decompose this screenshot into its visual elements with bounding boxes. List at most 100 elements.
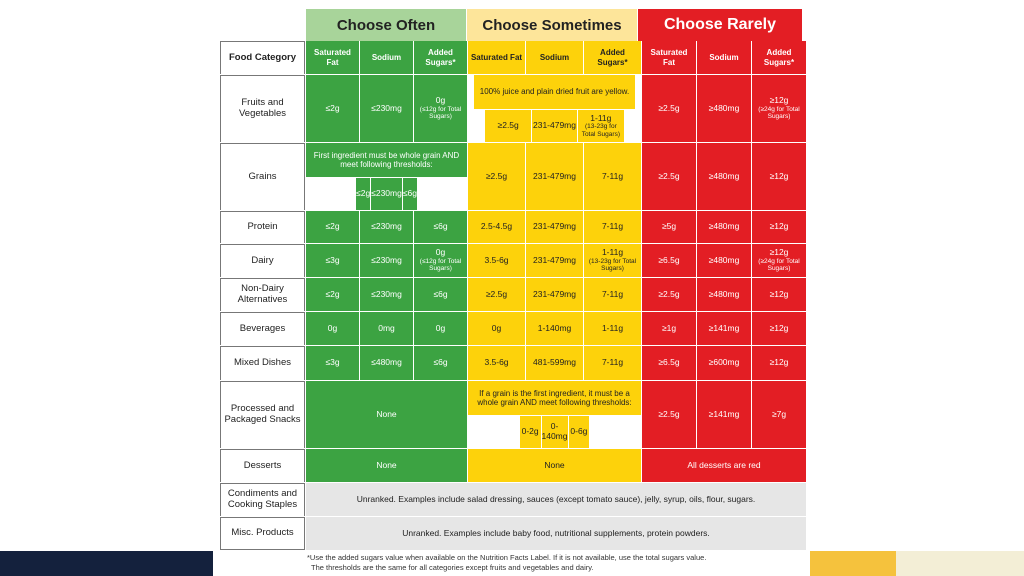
cell-mixed-often-sat-fat: ≤3g	[306, 346, 359, 380]
total-sugars-note: (≤12g for Total Sugars)	[419, 105, 462, 121]
cell-mixed-sometimes-sat-fat: 3.5-6g	[468, 346, 525, 380]
total-sugars-note: (≤12g for Total Sugars)	[419, 257, 462, 273]
decorative-bar-yellow	[810, 551, 896, 576]
cell-protein-sometimes-sodium: 231-479mg	[526, 211, 583, 243]
cell-fruits-often-sugars: 0g (≤12g for Total Sugars)	[414, 75, 467, 142]
cell-protein-rarely-sodium: ≥480mg	[697, 211, 751, 243]
cell-nondairy-often-sugars: ≤6g	[414, 278, 467, 311]
category-non-dairy-alternatives: Non-Dairy Alternatives	[220, 278, 305, 311]
value: 0g	[435, 247, 446, 258]
cell-beverages-sometimes-sat-fat: 0g	[468, 312, 525, 345]
cell-beverages-rarely-sodium: ≥141mg	[697, 312, 751, 345]
decorative-bar-navy	[0, 551, 213, 576]
header-sometimes-sat-fat: Saturated Fat	[468, 41, 525, 74]
cell-dairy-often-sugars: 0g (≤12g for Total Sugars)	[414, 244, 467, 277]
category-protein: Protein	[220, 211, 305, 243]
cell-dairy-often-sodium: ≤230mg	[360, 244, 413, 277]
total-sugars-note: (13-23g for Total Sugars)	[588, 257, 637, 273]
cell-desserts-often: None	[306, 449, 467, 482]
cell-protein-rarely-sugars: ≥12g	[752, 211, 806, 243]
value: 1-11g	[590, 112, 612, 123]
category-processed-snacks: Processed and Packaged Snacks	[220, 381, 305, 448]
cell-protein-rarely-sat-fat: ≥5g	[642, 211, 696, 243]
cell-grains-often-sugars: ≤6g	[402, 178, 417, 210]
cell-dairy-often-sat-fat: ≤3g	[306, 244, 359, 277]
cell-grains-often-sat-fat: ≤2g	[356, 178, 371, 210]
cell-beverages-sometimes-sugars: 1-11g	[584, 312, 641, 345]
cell-dairy-rarely-sodium: ≥480mg	[697, 244, 751, 277]
cell-fruits-sometimes-sugars: 1-11g (13-23g for Total Sugars)	[578, 110, 624, 142]
footnote: *Use the added sugars value when availab…	[307, 553, 807, 573]
category-condiments: Condiments and Cooking Staples	[220, 483, 305, 516]
cell-dairy-sometimes-sodium: 231-479mg	[526, 244, 583, 277]
header-rarely-sat-fat: Saturated Fat	[642, 41, 696, 74]
cell-dairy-rarely-sat-fat: ≥6.5g	[642, 244, 696, 277]
total-sugars-note: (13-23g for Total Sugars)	[581, 123, 620, 138]
cell-snacks-sometimes-sat-fat: 0-2g	[519, 416, 541, 448]
cell-beverages-sometimes-sodium: 1-140mg	[526, 312, 583, 345]
cell-nondairy-rarely-sugars: ≥12g	[752, 278, 806, 311]
cell-snacks-sometimes-sodium: 0-140mg	[541, 416, 568, 448]
cell-fruits-sometimes: 100% juice and plain dried fruit are yel…	[468, 75, 641, 142]
cell-grains-rarely-sugars: ≥12g	[752, 143, 806, 210]
header-food-category: Food Category	[220, 41, 305, 74]
cell-snacks-rarely-sugars: ≥7g	[752, 381, 806, 448]
cell-dairy-sometimes-sat-fat: 3.5-6g	[468, 244, 525, 277]
cell-grains-sometimes-sat-fat: ≥2.5g	[468, 143, 525, 210]
grains-often-note: First ingredient must be whole grain AND…	[306, 143, 467, 177]
total-sugars-note: (≥24g for Total Sugars)	[758, 105, 800, 121]
category-beverages: Beverages	[220, 312, 305, 345]
cell-beverages-often-sugars: 0g	[414, 312, 467, 345]
cell-protein-often-sat-fat: ≤2g	[306, 211, 359, 243]
total-sugars-note: (≥24g for Total Sugars)	[758, 257, 800, 273]
header-often-sat-fat: Saturated Fat	[306, 41, 359, 74]
snacks-sometimes-note: If a grain is the first ingredient, it m…	[468, 381, 641, 415]
cell-mixed-often-sugars: ≤6g	[414, 346, 467, 380]
cell-fruits-rarely-sat-fat: ≥2.5g	[642, 75, 696, 142]
footnote-line-2: The thresholds are the same for all cate…	[311, 563, 594, 573]
cell-fruits-rarely-sugars: ≥12g (≥24g for Total Sugars)	[752, 75, 806, 142]
cell-grains-rarely-sodium: ≥480mg	[697, 143, 751, 210]
header-often-sodium: Sodium	[360, 41, 413, 74]
cell-nondairy-sometimes-sodium: 231-479mg	[526, 278, 583, 311]
header-sometimes-sodium: Sodium	[526, 41, 583, 74]
cell-beverages-rarely-sat-fat: ≥1g	[642, 312, 696, 345]
cell-snacks-sometimes-sugars: 0-6g	[568, 416, 590, 448]
cell-protein-sometimes-sat-fat: 2.5-4.5g	[468, 211, 525, 243]
cell-fruits-sometimes-sat-fat: ≥2.5g	[485, 110, 531, 142]
decorative-bar-cream	[896, 551, 1024, 576]
cell-fruits-rarely-sodium: ≥480mg	[697, 75, 751, 142]
value: 0g	[435, 95, 446, 106]
value: ≥12g	[769, 95, 789, 106]
category-desserts: Desserts	[220, 449, 305, 482]
cell-mixed-sometimes-sugars: 7-11g	[584, 346, 641, 380]
cell-desserts-sometimes: None	[468, 449, 641, 482]
cell-nondairy-rarely-sat-fat: ≥2.5g	[642, 278, 696, 311]
cell-beverages-often-sodium: 0mg	[360, 312, 413, 345]
cell-misc-unranked: Unranked. Examples include baby food, nu…	[306, 517, 806, 550]
category-fruits-vegetables: Fruits and Vegetables	[220, 75, 305, 142]
cell-snacks-rarely-sodium: ≥141mg	[697, 381, 751, 448]
cell-dairy-rarely-sugars: ≥12g (≥24g for Total Sugars)	[752, 244, 806, 277]
value: 1-11g	[601, 247, 624, 258]
cell-fruits-often-sat-fat: ≤2g	[306, 75, 359, 142]
fruits-sometimes-note: 100% juice and plain dried fruit are yel…	[473, 75, 636, 109]
cell-beverages-often-sat-fat: 0g	[306, 312, 359, 345]
cell-grains-sometimes-sodium: 231-479mg	[526, 143, 583, 210]
cell-nondairy-often-sat-fat: ≤2g	[306, 278, 359, 311]
category-mixed-dishes: Mixed Dishes	[220, 346, 305, 380]
cell-grains-often-sodium: ≤230mg	[371, 178, 402, 210]
cell-condiments-unranked: Unranked. Examples include salad dressin…	[306, 483, 806, 516]
cell-beverages-rarely-sugars: ≥12g	[752, 312, 806, 345]
cell-protein-often-sodium: ≤230mg	[360, 211, 413, 243]
cell-fruits-sometimes-sodium: 231-479mg	[531, 110, 578, 142]
cell-nondairy-often-sodium: ≤230mg	[360, 278, 413, 311]
header-sometimes-added-sugars: Added Sugars*	[584, 41, 641, 74]
cell-mixed-rarely-sodium: ≥600mg	[697, 346, 751, 380]
cell-nondairy-rarely-sodium: ≥480mg	[697, 278, 751, 311]
cell-grains-rarely-sat-fat: ≥2.5g	[642, 143, 696, 210]
cell-fruits-often-sodium: ≤230mg	[360, 75, 413, 142]
category-misc-products: Misc. Products	[220, 517, 305, 550]
category-dairy: Dairy	[220, 244, 305, 277]
category-grains: Grains	[220, 143, 305, 210]
